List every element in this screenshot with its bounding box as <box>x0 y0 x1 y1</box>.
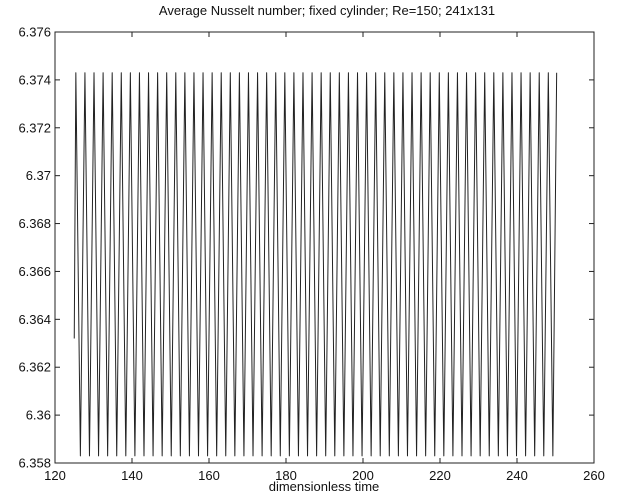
y-tick-label: 6.368 <box>18 216 51 231</box>
y-tick-label: 6.376 <box>18 25 51 40</box>
nusselt-series-line <box>73 72 558 457</box>
y-tick-label: 6.374 <box>18 72 51 87</box>
x-tick-label: 140 <box>121 468 143 483</box>
x-tick-label: 160 <box>198 468 220 483</box>
y-tick-label: 6.36 <box>26 408 51 423</box>
y-tick-label: 6.366 <box>18 264 51 279</box>
y-tick-label: 6.364 <box>18 312 51 327</box>
y-tick-label: 6.37 <box>26 168 51 183</box>
y-tick-label: 6.358 <box>18 456 51 471</box>
x-tick-label: 260 <box>583 468 605 483</box>
series-layer <box>73 72 558 457</box>
plot-frame <box>54 31 595 464</box>
x-tick-label: 200 <box>352 468 374 483</box>
y-tick-label: 6.372 <box>18 120 51 135</box>
x-axis-title: dimensionless time <box>269 479 380 494</box>
x-tick-label: 240 <box>506 468 528 483</box>
x-tick-label: 220 <box>429 468 451 483</box>
x-tick-label: 180 <box>275 468 297 483</box>
plot-area <box>54 31 595 464</box>
y-axis-ticks: 6.358 6.36 6.362 6.364 6.366 6.368 6.37 6.372 6.… <box>18 25 594 471</box>
x-axis-ticks: 120 140 160 180 200 220 240 260 <box>44 32 605 483</box>
x-tick-label: 120 <box>44 468 66 483</box>
y-tick-label: 6.362 <box>18 360 51 375</box>
chart-title: Average Nusselt number; fixed cylinder; … <box>159 3 495 18</box>
